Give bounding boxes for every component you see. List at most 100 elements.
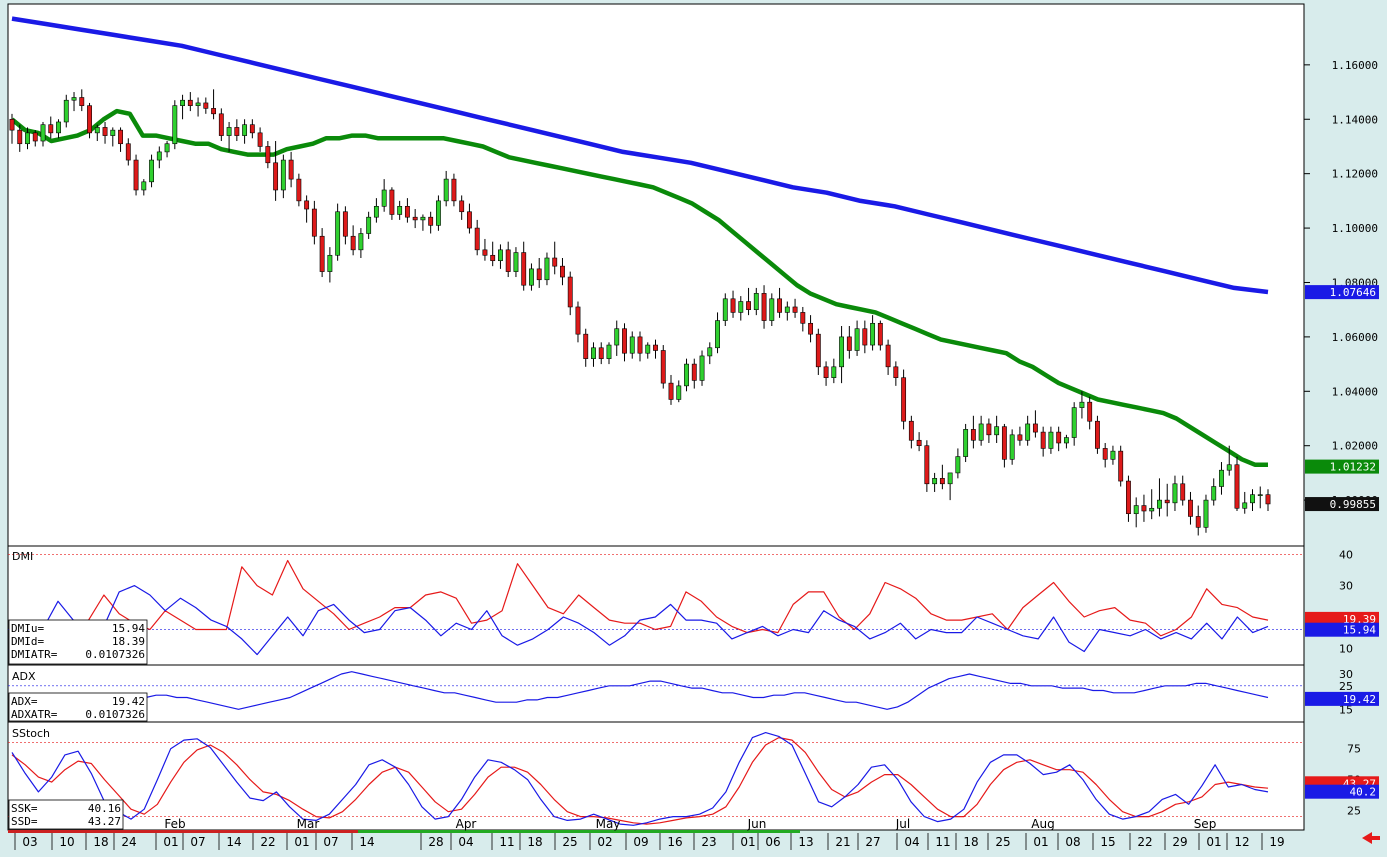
x-tick-label: 15 [1100, 835, 1115, 849]
candle-body [784, 306, 790, 313]
candle-body [1071, 407, 1077, 438]
dmi-readout-box [8, 619, 148, 665]
price-tick-label: 1.02000 [1332, 440, 1378, 453]
candle-body [451, 178, 457, 202]
x-tick-label: 01 [294, 835, 309, 849]
candle-body [304, 200, 310, 210]
price-tick-label: 1.06000 [1332, 331, 1378, 344]
candle-body [187, 99, 193, 106]
candle-body [133, 159, 139, 191]
scroll-left-arrow-icon[interactable] [1362, 832, 1380, 844]
dmi-readout-key: DMIu= [11, 622, 44, 635]
candle-body [25, 132, 30, 145]
stoch-readout-value: 40.16 [88, 802, 121, 815]
price-tick-label: 1.16000 [1332, 59, 1378, 72]
candle-body [71, 97, 77, 101]
candle-body [118, 129, 123, 145]
candle-body [498, 249, 503, 262]
candle-body [420, 216, 426, 221]
dmi-tick-label: 30 [1339, 580, 1353, 593]
candle-body [358, 233, 364, 251]
adx-readout-box [8, 692, 148, 722]
stoch-tick-label: 25 [1347, 804, 1361, 817]
candle-body [125, 143, 131, 161]
adx-readout-value: 19.42 [112, 695, 145, 708]
x-tick-label: 23 [701, 835, 716, 849]
candle-body [79, 97, 85, 106]
candle-body [490, 254, 496, 262]
candle-body [823, 366, 829, 378]
candle-body [854, 328, 860, 351]
candle-body [1056, 431, 1062, 444]
candle-body [1009, 434, 1015, 460]
candle-body [257, 132, 263, 147]
candle-body [831, 366, 837, 378]
candle-body [552, 257, 558, 267]
candle-body [963, 429, 969, 457]
candle-body [536, 268, 542, 281]
adx-readout-key: ADXATR= [11, 708, 58, 721]
adx-tick-label: 15 [1339, 703, 1353, 716]
candle-body [102, 127, 108, 136]
candle-body [350, 235, 356, 251]
candle-body [862, 328, 868, 346]
candle-body [404, 206, 410, 218]
candle-body [1017, 434, 1023, 441]
candle-body [614, 328, 620, 346]
candle-body [373, 206, 379, 218]
candle-body [149, 159, 154, 183]
candle-body [746, 301, 751, 310]
candle-body [815, 333, 821, 368]
candle-body [645, 344, 651, 354]
candle-body [335, 211, 341, 256]
stoch-readout-box [8, 799, 124, 830]
candle-body [1242, 502, 1248, 509]
candle-body [994, 426, 1000, 436]
candle-body [48, 124, 54, 134]
price-panel[interactable]: 1.160001.140001.120001.100001.080001.060… [9, 16, 1379, 536]
candle-body [1118, 450, 1124, 482]
x-tick-label: 25 [995, 835, 1010, 849]
candle-body [172, 105, 178, 145]
candle-body [1188, 499, 1193, 517]
dmi-down-value-badge-bg [1305, 611, 1379, 626]
x-axis: 03 10 18 24 01 07 14 22 01 07 14 28 04 11 18 25 02 09 16 23… [8, 817, 1285, 850]
candle-body [1095, 420, 1100, 449]
month-label: May [596, 817, 621, 831]
candle-body [141, 181, 147, 191]
range-bar-past [8, 830, 358, 833]
dmi-readout-value: 15.94 [112, 622, 145, 635]
x-tick-label: 18 [527, 835, 542, 849]
candle-body [970, 429, 976, 441]
dmi-up-value-badge-bg [1305, 622, 1379, 637]
candle-body [381, 189, 387, 207]
ssk-line [11, 732, 1269, 826]
x-tick-label: 21 [835, 835, 850, 849]
dmi-tick-label: 10 [1339, 642, 1353, 655]
candle-body [715, 320, 720, 349]
candle-body [366, 216, 372, 234]
candle-body [249, 124, 255, 134]
candle-body [280, 159, 286, 191]
month-label: Sep [1194, 817, 1217, 831]
candle-body [428, 216, 434, 226]
candle-body [777, 298, 782, 313]
candle-body [1164, 499, 1170, 504]
candle-body [319, 235, 325, 272]
candle-body [947, 472, 953, 485]
candle-body [932, 478, 938, 485]
candle-body [288, 159, 294, 180]
ma-fast-value-badge-bg [1305, 459, 1379, 474]
candle-body [730, 298, 736, 313]
candle-body [242, 124, 248, 136]
x-tick-label: 28 [428, 835, 443, 849]
candle-body [699, 355, 705, 381]
x-tick-label: 06 [765, 835, 780, 849]
candle-body [40, 124, 46, 142]
adx-readout-value: 0.0107326 [85, 708, 145, 721]
candle-body [482, 249, 488, 256]
candle-body [622, 328, 627, 354]
